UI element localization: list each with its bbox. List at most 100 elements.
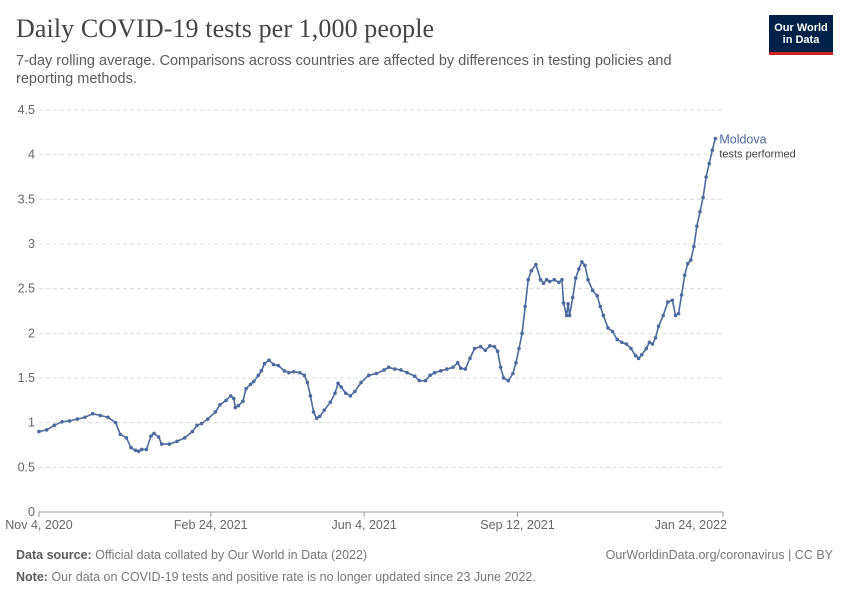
- y-tick-label: 1.5: [18, 371, 35, 385]
- data-point: [560, 278, 564, 282]
- data-point: [606, 326, 610, 330]
- data-point: [683, 273, 687, 277]
- data-point: [502, 376, 506, 380]
- data-point: [571, 296, 575, 300]
- data-point: [303, 374, 307, 378]
- data-point: [493, 345, 497, 349]
- data-point: [168, 442, 172, 446]
- data-point: [322, 408, 326, 412]
- series-label: Moldova: [719, 133, 766, 147]
- data-point: [183, 436, 187, 440]
- data-point: [200, 422, 204, 426]
- data-point: [620, 340, 624, 344]
- data-point: [234, 406, 238, 410]
- data-point: [539, 278, 543, 282]
- data-point: [499, 365, 503, 369]
- data-point: [393, 367, 397, 371]
- data-point: [241, 399, 245, 403]
- data-point: [249, 382, 253, 386]
- data-point: [114, 421, 118, 425]
- data-point: [674, 314, 678, 318]
- data-point: [445, 367, 449, 371]
- data-point: [68, 419, 72, 423]
- data-point: [339, 385, 343, 389]
- data-point: [529, 269, 533, 273]
- data-point: [195, 424, 199, 428]
- data-point: [224, 399, 228, 403]
- y-tick-label: 3.5: [18, 192, 35, 206]
- data-point: [76, 417, 80, 421]
- data-point: [60, 420, 64, 424]
- data-point: [214, 410, 218, 414]
- data-point: [583, 264, 587, 268]
- data-point: [309, 394, 313, 398]
- series-sublabel: tests performed: [719, 149, 795, 161]
- data-point: [496, 349, 500, 353]
- data-point: [640, 353, 644, 357]
- data-point: [629, 347, 633, 351]
- data-point: [695, 224, 699, 228]
- data-point: [267, 358, 271, 362]
- data-point: [276, 364, 280, 368]
- data-point: [137, 449, 141, 453]
- data-point: [661, 314, 665, 318]
- x-tick-label: Nov 4, 2020: [5, 518, 72, 532]
- data-point: [634, 354, 638, 358]
- data-point: [654, 336, 658, 340]
- data-point: [283, 369, 287, 373]
- data-note: Note: Our data on COVID-19 tests and pos…: [16, 570, 536, 584]
- data-point: [157, 435, 161, 439]
- data-point: [145, 448, 149, 452]
- y-tick-label: 0.5: [18, 460, 35, 474]
- data-point: [666, 300, 670, 304]
- data-point: [671, 298, 675, 302]
- source-link[interactable]: OurWorldinData.org/coronavirus | CC BY: [606, 548, 833, 562]
- data-point: [574, 276, 578, 280]
- y-tick-label: 4: [28, 148, 35, 162]
- data-point: [599, 305, 603, 309]
- data-point: [125, 436, 129, 440]
- data-point: [45, 428, 49, 432]
- data-point: [134, 449, 138, 453]
- data-point: [459, 366, 463, 370]
- data-point: [315, 416, 319, 420]
- data-source: Data source: Official data collated by O…: [16, 548, 367, 562]
- data-point: [306, 381, 310, 385]
- data-point: [707, 162, 711, 166]
- data-point: [651, 342, 655, 346]
- data-point: [329, 400, 333, 404]
- data-point: [413, 374, 417, 378]
- data-point: [359, 381, 363, 385]
- data-point: [591, 289, 595, 293]
- data-point: [367, 374, 371, 378]
- data-point: [318, 415, 322, 419]
- data-point: [175, 440, 179, 444]
- x-tick-label: Sep 12, 2021: [480, 518, 554, 532]
- data-point: [149, 434, 153, 438]
- data-point: [118, 432, 122, 436]
- data-point: [91, 412, 95, 416]
- line-chart[interactable]: 0 0.5 1 1.5 2 2.5 3 3.5 4 4.5 Nov 4, 2020 Feb 24, 2…: [0, 0, 850, 540]
- data-point: [553, 278, 557, 282]
- data-point: [418, 379, 422, 383]
- note-text: Our data on COVID-19 tests and positive …: [51, 570, 535, 584]
- data-point: [704, 175, 708, 179]
- data-point: [479, 345, 483, 349]
- data-point: [433, 371, 437, 375]
- data-point: [464, 367, 468, 371]
- data-point: [451, 365, 455, 369]
- data-point: [439, 369, 443, 373]
- data-point: [424, 379, 428, 383]
- data-point: [191, 430, 195, 434]
- data-point: [257, 374, 261, 378]
- data-point: [698, 210, 702, 214]
- data-point: [387, 365, 391, 369]
- data-source-label: Data source:: [16, 548, 92, 562]
- data-point: [106, 416, 110, 420]
- data-point: [140, 448, 144, 452]
- data-point: [542, 282, 546, 286]
- data-point: [375, 372, 379, 376]
- data-point: [692, 245, 696, 249]
- x-tick-label: Jun 4, 2021: [331, 518, 396, 532]
- data-point: [272, 363, 276, 367]
